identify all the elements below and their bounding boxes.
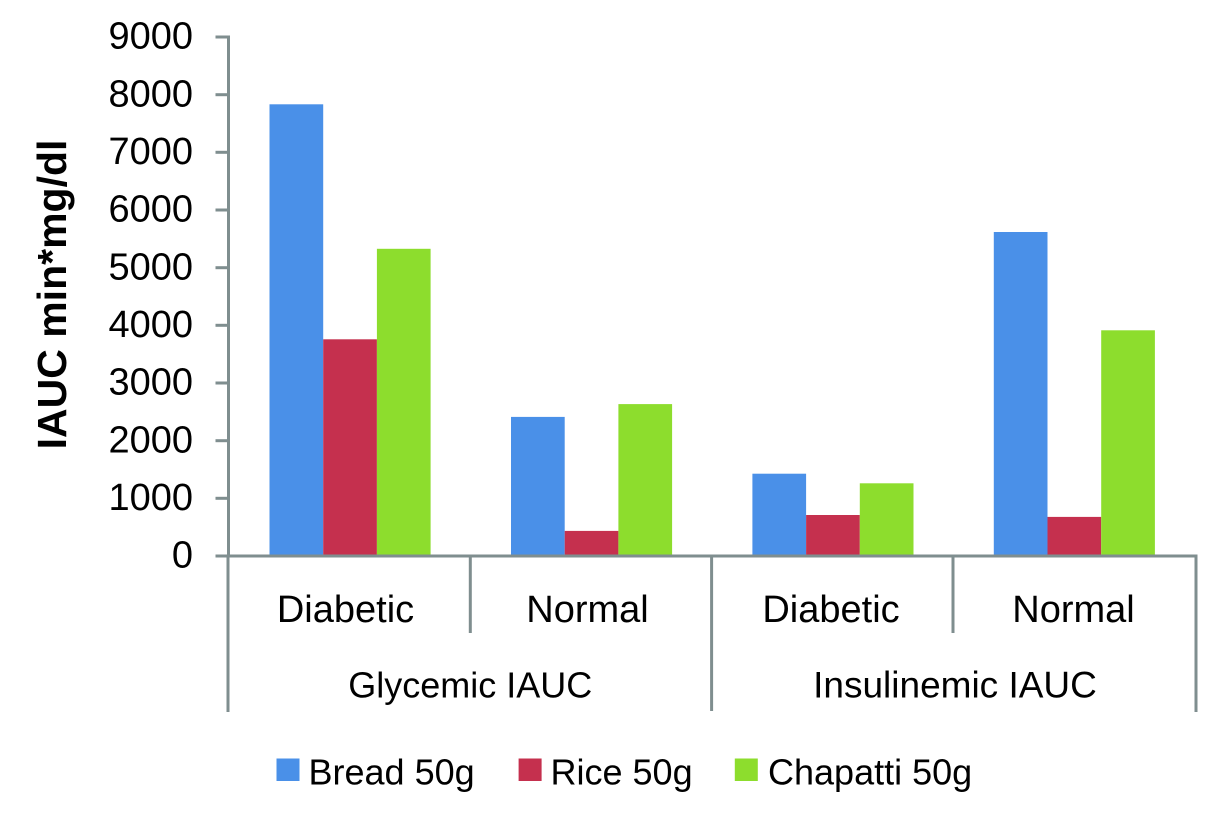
svg-text:Normal: Normal xyxy=(1012,589,1134,631)
svg-text:Bread 50g: Bread 50g xyxy=(309,752,475,793)
svg-text:Chapatti 50g: Chapatti 50g xyxy=(768,752,972,793)
svg-text:Rice 50g: Rice 50g xyxy=(551,752,693,793)
svg-text:4000: 4000 xyxy=(108,304,193,346)
svg-text:6000: 6000 xyxy=(108,189,193,231)
svg-text:IAUC min*mg/dl: IAUC min*mg/dl xyxy=(29,140,75,450)
svg-text:0: 0 xyxy=(172,535,193,577)
svg-text:Glycemic IAUC: Glycemic IAUC xyxy=(348,665,592,706)
svg-text:2000: 2000 xyxy=(108,419,193,461)
svg-text:Normal: Normal xyxy=(526,589,648,631)
svg-text:Insulinemic IAUC: Insulinemic IAUC xyxy=(813,665,1097,706)
svg-text:1000: 1000 xyxy=(108,477,193,519)
svg-text:9000: 9000 xyxy=(108,16,193,58)
svg-text:Diabetic: Diabetic xyxy=(277,589,414,631)
svg-text:7000: 7000 xyxy=(108,131,193,173)
svg-text:Diabetic: Diabetic xyxy=(762,589,899,631)
svg-text:8000: 8000 xyxy=(108,73,193,115)
svg-text:3000: 3000 xyxy=(108,362,193,404)
svg-text:5000: 5000 xyxy=(108,246,193,288)
